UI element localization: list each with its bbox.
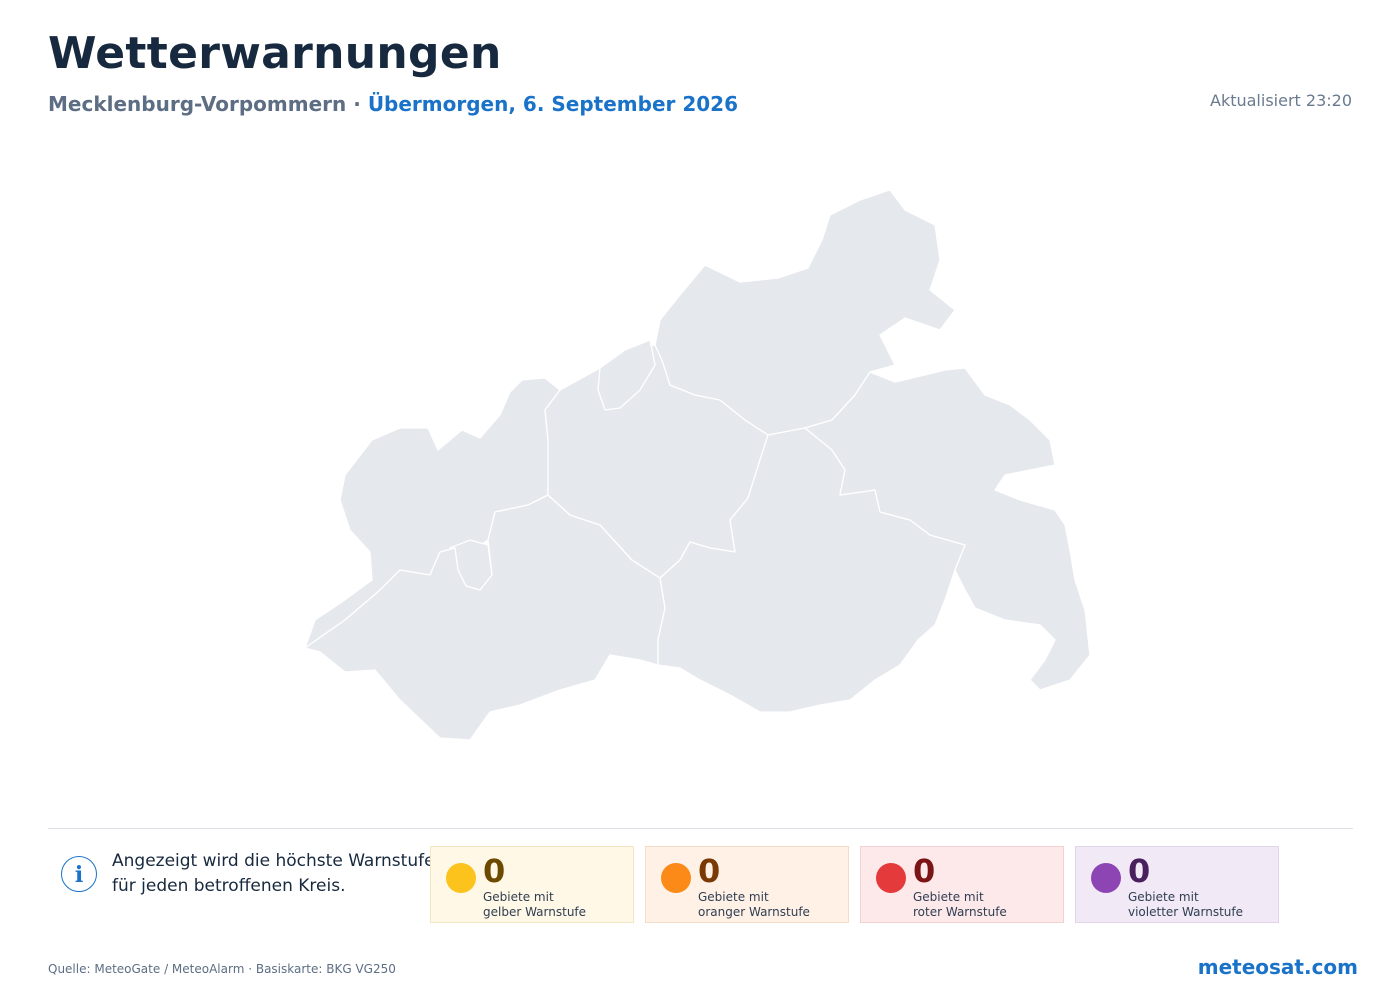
info-line-1: Angezeigt wird die höchste Warnstufe: [112, 851, 435, 871]
yellow-dot-icon: [446, 863, 476, 893]
last-updated: Aktualisiert 23:20: [1210, 91, 1352, 110]
district-vorpommern-greifswald[interactable]: [804, 367, 1091, 691]
info-line-2: für jeden betroffenen Kreis.: [112, 876, 346, 896]
yellow-label-line2: gelber Warnstufe: [483, 905, 587, 919]
district-vorpommern-ruegen[interactable]: [654, 189, 956, 436]
legend-card-orange: 0 Gebiete mit oranger Warnstufe: [645, 846, 849, 923]
red-dot-icon: [876, 863, 906, 893]
info-text: Angezeigt wird die höchste Warnstufe für…: [112, 849, 437, 899]
orange-label-line1: Gebiete mit: [698, 890, 769, 904]
red-label-line1: Gebiete mit: [913, 890, 984, 904]
legend-card-red: 0 Gebiete mit roter Warnstufe: [860, 846, 1064, 923]
orange-label: Gebiete mit oranger Warnstufe: [698, 890, 810, 920]
violet-label-line1: Gebiete mit: [1128, 890, 1199, 904]
info-icon: i: [61, 856, 97, 892]
violet-count: 0: [1128, 852, 1151, 890]
page-title: Wetterwarnungen: [48, 28, 502, 79]
violet-label-line2: violetter Warnstufe: [1128, 905, 1243, 919]
legend-card-yellow: 0 Gebiete mit gelber Warnstufe: [430, 846, 634, 923]
warning-map: [304, 189, 1091, 741]
orange-dot-icon: [661, 863, 691, 893]
orange-label-line2: oranger Warnstufe: [698, 905, 810, 919]
legend-card-violet: 0 Gebiete mit violetter Warnstufe: [1075, 846, 1279, 923]
region-name: Mecklenburg-Vorpommern: [48, 92, 347, 116]
yellow-label: Gebiete mit gelber Warnstufe: [483, 890, 586, 920]
violet-label: Gebiete mit violetter Warnstufe: [1128, 890, 1243, 920]
subtitle-separator: ·: [353, 92, 361, 116]
district-rostock-city[interactable]: [597, 339, 656, 411]
source-attribution: Quelle: MeteoGate / MeteoAlarm · Basiska…: [48, 962, 396, 976]
subtitle: Mecklenburg-Vorpommern · Übermorgen, 6. …: [48, 92, 738, 116]
red-label: Gebiete mit roter Warnstufe: [913, 890, 1007, 920]
yellow-count: 0: [483, 852, 506, 890]
violet-dot-icon: [1091, 863, 1121, 893]
yellow-label-line1: Gebiete mit: [483, 890, 554, 904]
red-label-line2: roter Warnstufe: [913, 905, 1007, 919]
red-count: 0: [913, 852, 936, 890]
brand-link[interactable]: meteosat.com: [1197, 955, 1358, 979]
forecast-date: Übermorgen, 6. September 2026: [367, 92, 739, 116]
orange-count: 0: [698, 852, 721, 890]
divider: [48, 828, 1353, 829]
